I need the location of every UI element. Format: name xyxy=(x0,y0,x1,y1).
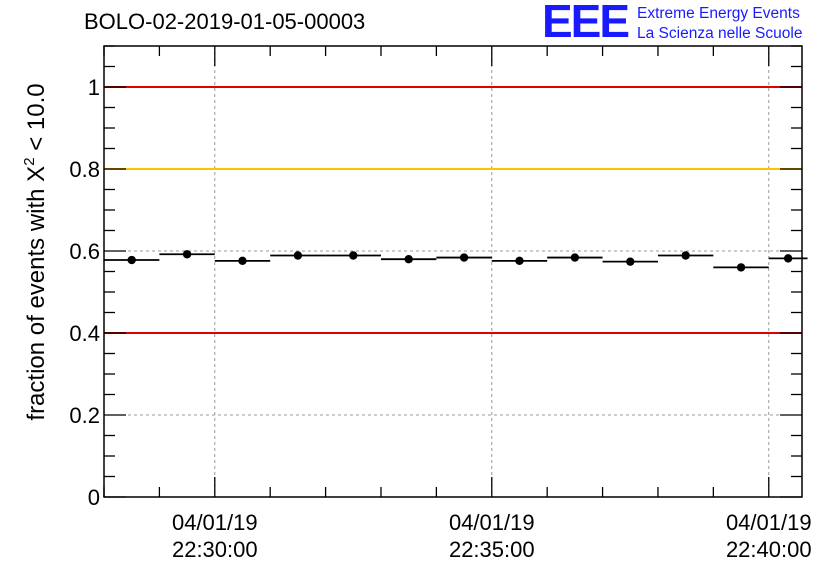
y-tick-label-5: 1 xyxy=(88,75,100,100)
plot-frame xyxy=(103,45,803,498)
x-tick-label-1-line-1: 22:35:00 xyxy=(449,537,535,562)
data-point-12 xyxy=(783,254,793,263)
data-point-11 xyxy=(736,263,746,272)
data-point-7 xyxy=(515,256,524,266)
logo-text-line1: Extreme Energy Events xyxy=(637,5,800,22)
y-axis-label-superscript: 2 xyxy=(21,157,38,166)
data-point-5 xyxy=(404,255,413,264)
y-axis-label-prefix: fraction of events with xyxy=(23,181,50,421)
chart-title: BOLO-02-2019-01-05-00003 xyxy=(84,9,366,34)
data-point-2 xyxy=(238,256,247,266)
y-axis-label-suffix: < 10.0 xyxy=(23,83,50,158)
y-axis-label: fraction of events with X2 < 10.0 xyxy=(21,83,51,420)
y-tick-label-0: 0 xyxy=(88,485,100,510)
data-point-1 xyxy=(182,250,192,259)
data-point-3 xyxy=(293,251,303,260)
x-tick-label-1-line-0: 04/01/19 xyxy=(449,510,535,535)
data-point-6 xyxy=(459,253,469,262)
data-series xyxy=(104,250,808,272)
grid-lines xyxy=(104,46,802,497)
x-tick-label-0-line-0: 04/01/19 xyxy=(172,510,258,535)
y-tick-label-1: 0.2 xyxy=(69,403,100,428)
data-point-9 xyxy=(626,257,635,266)
x-tick-label-2-line-0: 04/01/19 xyxy=(726,510,812,535)
data-point-8 xyxy=(570,253,580,262)
data-point-10 xyxy=(681,251,690,260)
data-point-0 xyxy=(127,255,136,265)
logo-text-line2: La Scienza nelle Scuole xyxy=(637,25,803,42)
data-point-4 xyxy=(349,251,358,260)
y-tick-label-4: 0.8 xyxy=(69,157,100,182)
x-tick-label-2-line-1: 22:40:00 xyxy=(726,537,812,562)
y-tick-label-2: 0.4 xyxy=(69,321,100,346)
eee-logo: EEE Extreme Energy Events La Scienza nel… xyxy=(542,0,832,47)
axis-ticks xyxy=(103,45,802,498)
x-tick-label-0-line-1: 22:30:00 xyxy=(172,537,258,562)
reference-lines xyxy=(104,86,802,334)
chi-symbol: X xyxy=(23,165,50,182)
eee-logo-mark: EEE xyxy=(542,0,630,47)
y-tick-label-3: 0.6 xyxy=(69,239,100,264)
tick-labels: 00.20.40.60.8104/01/1922:30:0004/01/1922… xyxy=(69,75,811,562)
